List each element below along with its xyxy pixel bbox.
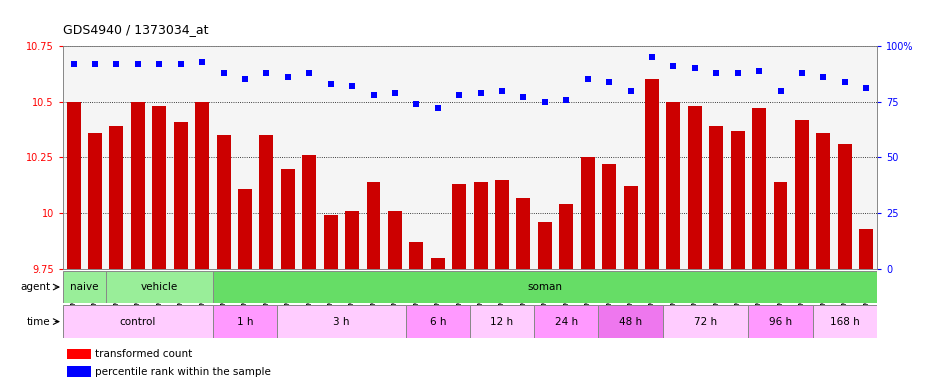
Bar — [560, 204, 574, 269]
Bar — [813, 305, 877, 338]
Bar — [213, 271, 877, 303]
Text: 24 h: 24 h — [555, 316, 578, 327]
Bar — [388, 211, 401, 269]
Text: GDS4940 / 1373034_at: GDS4940 / 1373034_at — [63, 23, 208, 36]
Bar — [67, 102, 80, 269]
Bar — [406, 305, 470, 338]
Text: control: control — [119, 316, 156, 327]
Bar — [470, 305, 534, 338]
Bar — [63, 271, 105, 303]
Bar — [345, 211, 359, 269]
Text: 96 h: 96 h — [769, 316, 792, 327]
Text: 1 h: 1 h — [237, 316, 253, 327]
Bar — [623, 186, 637, 269]
Bar — [153, 106, 166, 269]
Text: time: time — [27, 316, 51, 327]
Text: naive: naive — [70, 282, 99, 292]
Bar — [431, 258, 445, 269]
Bar — [859, 229, 873, 269]
Text: transformed count: transformed count — [95, 349, 192, 359]
Bar — [795, 119, 808, 269]
Bar — [131, 102, 145, 269]
Bar — [109, 126, 123, 269]
Bar — [366, 182, 380, 269]
Bar — [410, 242, 424, 269]
Bar — [195, 102, 209, 269]
Text: agent: agent — [20, 282, 51, 292]
Bar — [534, 305, 598, 338]
Bar — [645, 79, 659, 269]
Bar — [281, 169, 295, 269]
Bar — [773, 182, 787, 269]
Text: 3 h: 3 h — [333, 316, 350, 327]
Text: soman: soman — [527, 282, 562, 292]
Text: percentile rank within the sample: percentile rank within the sample — [95, 366, 271, 377]
Bar — [516, 197, 530, 269]
Bar — [67, 366, 92, 377]
Bar — [731, 131, 745, 269]
Bar — [581, 157, 595, 269]
Text: 168 h: 168 h — [830, 316, 859, 327]
Bar — [105, 271, 213, 303]
Bar — [174, 122, 188, 269]
Bar — [213, 305, 278, 338]
Bar — [602, 164, 616, 269]
Bar — [63, 305, 213, 338]
Bar — [709, 126, 723, 269]
Text: 48 h: 48 h — [619, 316, 642, 327]
Bar — [538, 222, 552, 269]
Bar — [688, 106, 702, 269]
Bar — [748, 305, 813, 338]
Bar — [88, 133, 102, 269]
Bar — [598, 305, 662, 338]
Bar — [838, 144, 852, 269]
Bar — [495, 180, 509, 269]
Bar — [666, 102, 681, 269]
Bar — [324, 215, 338, 269]
Text: 72 h: 72 h — [694, 316, 717, 327]
Text: 12 h: 12 h — [490, 316, 513, 327]
Bar — [238, 189, 252, 269]
Bar — [67, 349, 92, 359]
Text: 6 h: 6 h — [429, 316, 446, 327]
Bar — [278, 305, 406, 338]
Bar — [452, 184, 466, 269]
Bar — [662, 305, 748, 338]
Bar — [302, 155, 316, 269]
Bar — [474, 182, 487, 269]
Bar — [752, 108, 766, 269]
Bar — [817, 133, 831, 269]
Bar — [259, 135, 274, 269]
Bar — [216, 135, 230, 269]
Text: vehicle: vehicle — [141, 282, 178, 292]
